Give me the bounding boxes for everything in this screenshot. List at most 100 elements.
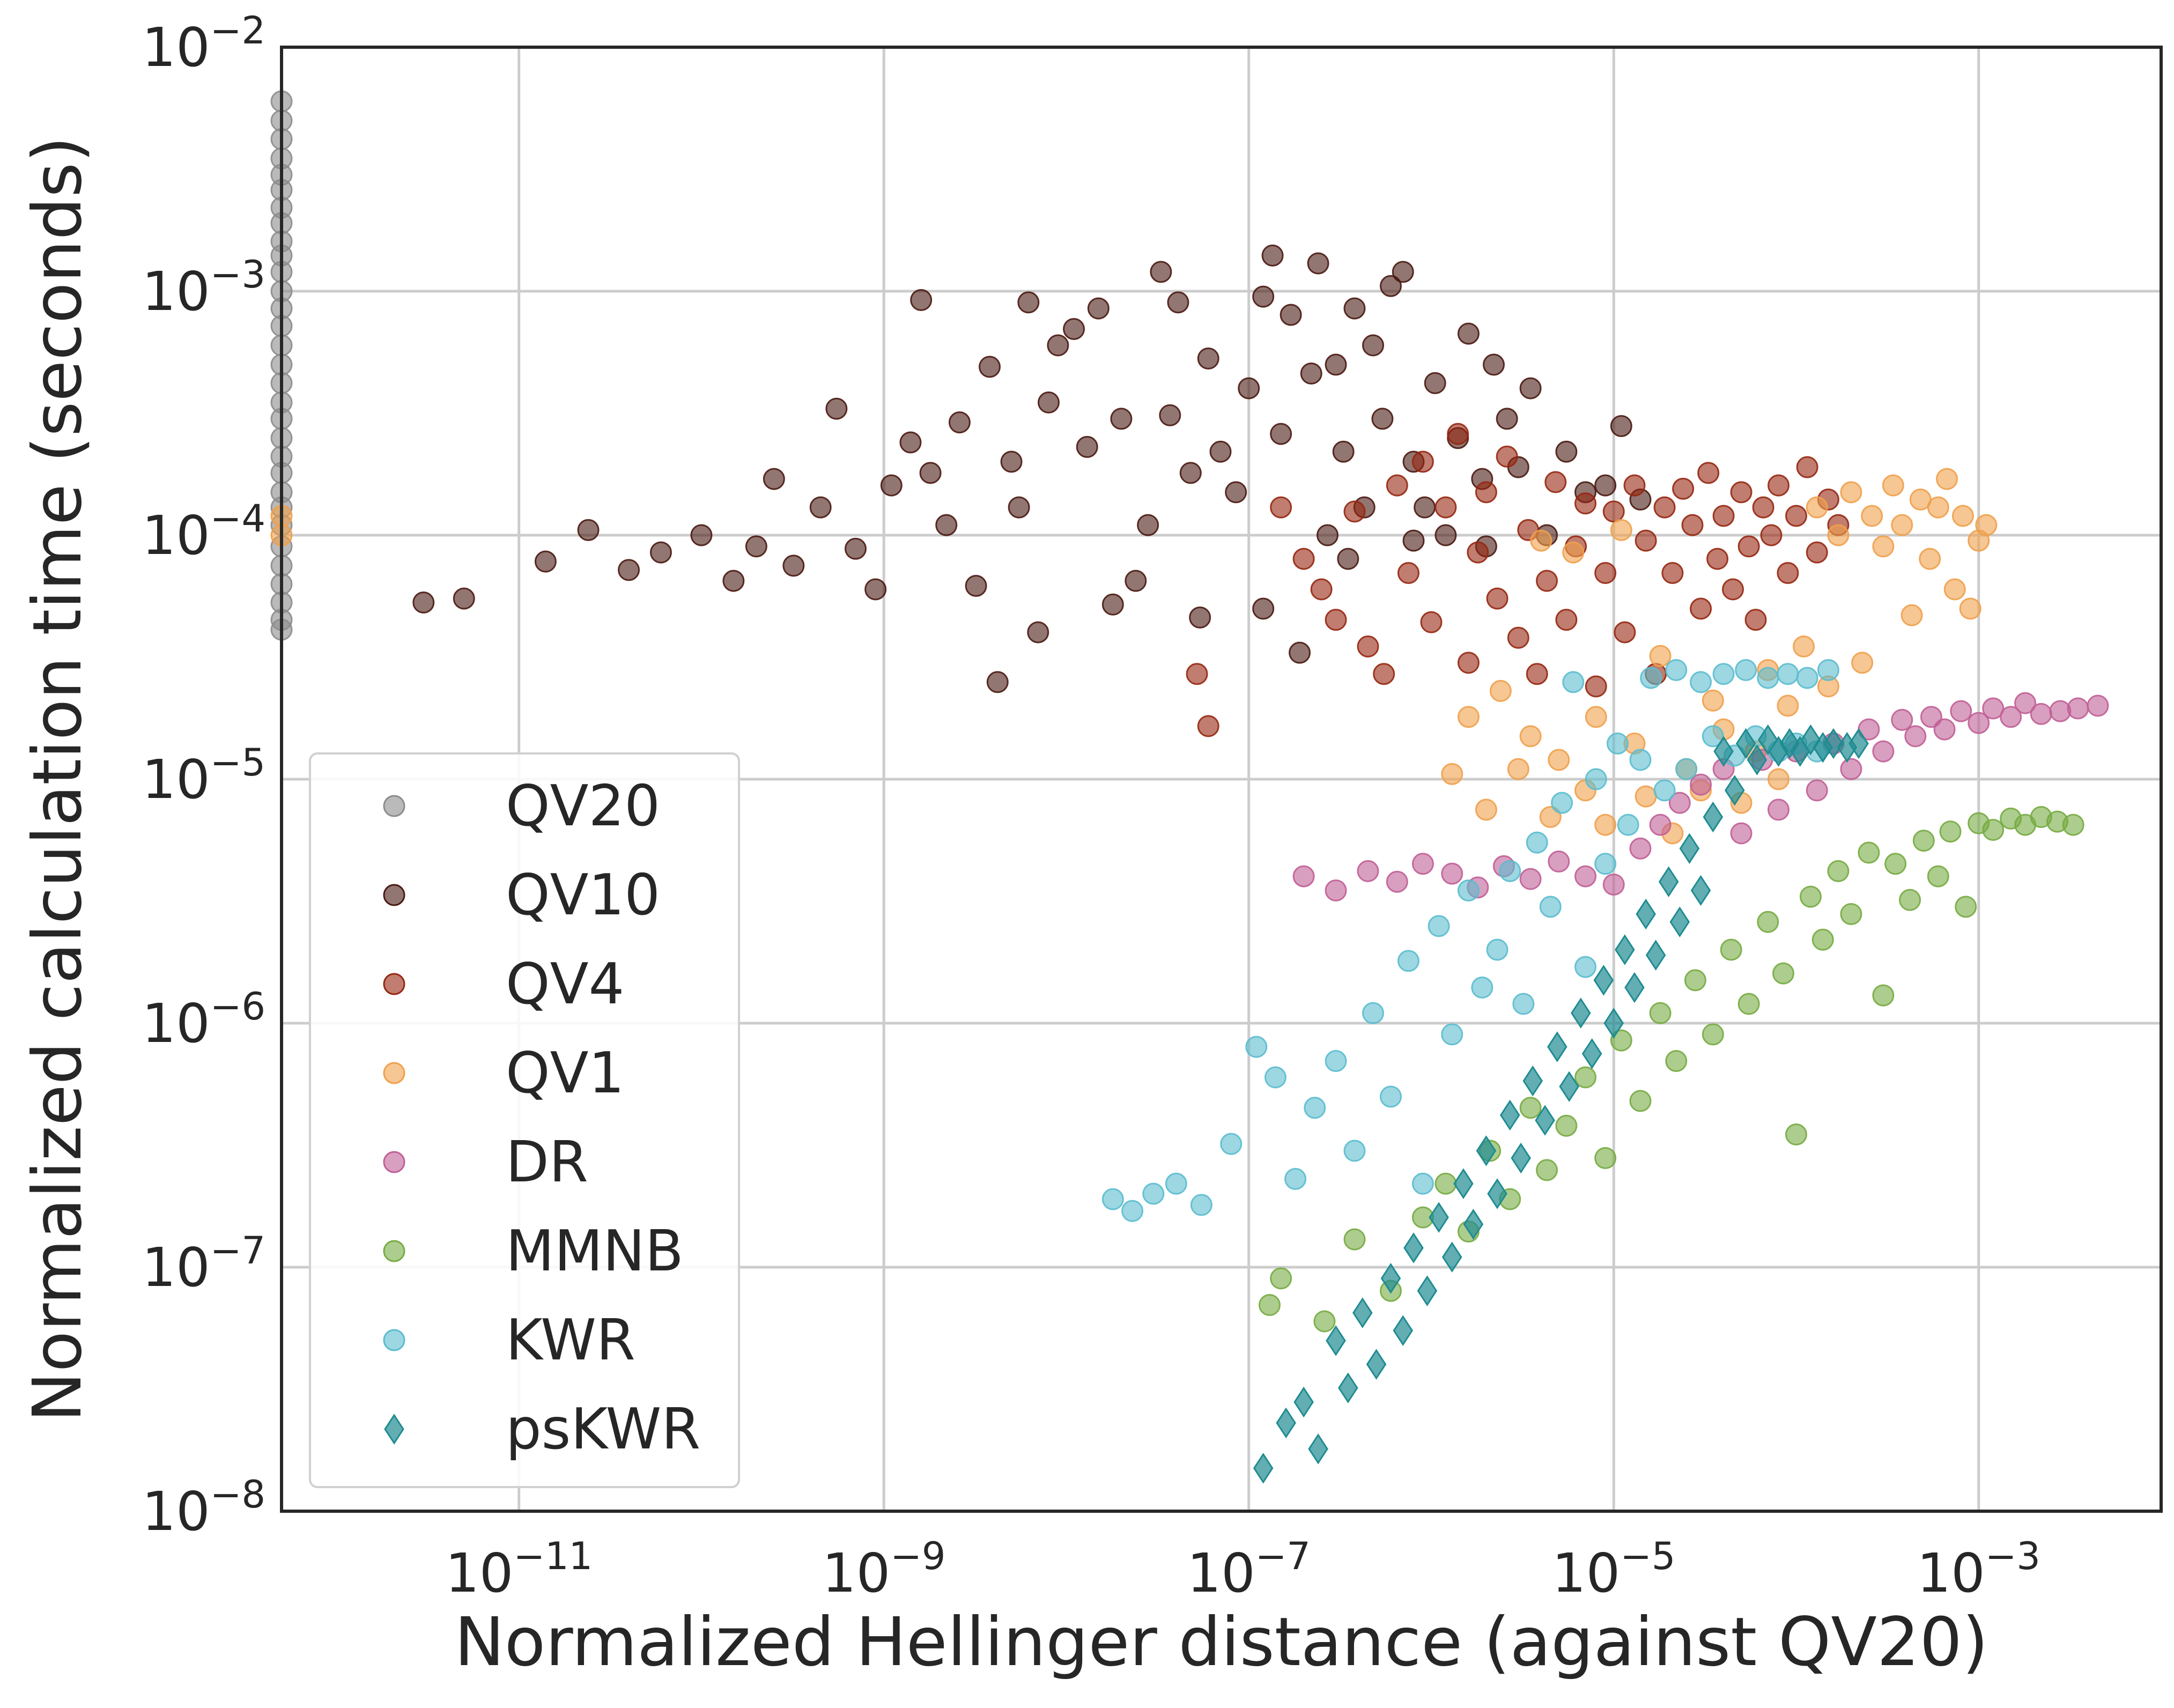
series-group (270, 90, 2109, 1484)
legend-label-qv20: QV20 (506, 773, 660, 839)
tick-labels: 10−11 10−9 10−7 10−5 10−3 10−8 10−7 10−6 10−5 10−… (142, 9, 2040, 1605)
point-qv4 (1672, 477, 1695, 500)
point-pskwr (1463, 1209, 1484, 1240)
point-dr (1629, 837, 1652, 860)
point-mmnb (1555, 1114, 1578, 1137)
point-kwr (1665, 659, 1688, 682)
point-qv10 (745, 535, 767, 558)
point-qv4 (1777, 561, 1799, 584)
point-kwr (1526, 831, 1548, 854)
point-qv1 (1649, 645, 1672, 667)
point-pskwr (1393, 1315, 1414, 1346)
point-qv1 (1943, 578, 1966, 601)
point-kwr (1777, 663, 1799, 685)
point-qv4 (1697, 462, 1720, 484)
point-qv4 (1690, 597, 1712, 620)
point-kwr (1574, 956, 1597, 978)
point-qv10 (1167, 291, 1189, 314)
point-dr (1840, 758, 1862, 780)
point-dr (1768, 798, 1790, 821)
legend-label-dr: DR (506, 1129, 588, 1195)
point-qv10 (1280, 304, 1302, 326)
point-qv1 (1777, 694, 1799, 717)
point-mmnb (1594, 1147, 1617, 1170)
point-qv10 (1000, 450, 1023, 473)
legend-marker-qv20 (383, 795, 405, 817)
point-qv10 (763, 468, 785, 490)
point-qv10 (809, 496, 832, 519)
point-pskwr (1487, 1178, 1507, 1209)
point-qv10 (1252, 597, 1275, 620)
point-kwr (1653, 779, 1676, 802)
point-qv1 (1530, 529, 1552, 552)
point-pskwr (1366, 1349, 1387, 1380)
point-qv10 (1047, 334, 1069, 357)
point-qv10 (1594, 474, 1617, 497)
point-qv1 (1507, 758, 1529, 780)
point-dr (1806, 779, 1828, 802)
axes-frame (280, 46, 2163, 1513)
point-kwr (1512, 993, 1535, 1015)
point-pskwr (1690, 875, 1711, 906)
legend-marker-pskwr (384, 1414, 404, 1445)
point-qv10 (1325, 353, 1347, 376)
point-dr (1891, 708, 1913, 731)
point-qv4 (1434, 496, 1457, 519)
point-mmnb (1665, 1049, 1688, 1072)
legend-marker-kwr (383, 1329, 405, 1351)
y-tick-label: 10−2 (142, 9, 265, 79)
legend-box (309, 752, 740, 1488)
legend: QV20 QV10 QV4 QV1 DR MMNB KWR psKWR (309, 752, 740, 1488)
point-mmnb (1840, 903, 1862, 926)
y-tick-label: 10−3 (142, 253, 265, 323)
y-axis-label: Normalized calculation time (seconds) (19, 136, 97, 1422)
point-qv4 (1806, 541, 1828, 564)
point-qv1 (1806, 496, 1828, 519)
point-kwr (1142, 1182, 1165, 1205)
point-kwr (1499, 860, 1521, 882)
point-pskwr (1403, 1232, 1424, 1263)
point-qv4 (1373, 663, 1395, 685)
legend-label-kwr: KWR (506, 1307, 635, 1373)
point-qv10 (1110, 408, 1133, 430)
point-kwr (1712, 663, 1735, 685)
point-qv1 (1951, 505, 1974, 527)
point-qv1 (1594, 814, 1617, 836)
point-qv10 (1076, 435, 1098, 458)
point-mmnb (1270, 1267, 1292, 1290)
point-dr (1982, 697, 2005, 720)
point-pskwr (1703, 801, 1724, 833)
point-mmnb (1827, 860, 1850, 882)
point-pskwr (1823, 728, 1844, 759)
point-qv10 (1371, 408, 1394, 430)
point-pskwr (1735, 728, 1756, 759)
point-qv4 (1730, 481, 1752, 504)
point-kwr (1735, 659, 1757, 682)
point-mmnb (1313, 1310, 1336, 1333)
point-dr (2014, 692, 2037, 714)
point-qv4 (1796, 456, 1818, 478)
point-qv10 (1150, 261, 1172, 283)
point-pskwr (1352, 1297, 1373, 1328)
x-tick-label: 10−9 (822, 1534, 945, 1605)
point-dr (2087, 694, 2109, 717)
point-qv10 (1343, 297, 1366, 320)
point-mmnb (1536, 1159, 1558, 1181)
point-mmnb (1629, 1090, 1652, 1112)
point-qv1 (1441, 763, 1463, 785)
point-pskwr (1547, 1031, 1567, 1062)
data-points (270, 90, 2109, 1484)
point-qv10 (948, 411, 971, 434)
point-dr (1920, 706, 1942, 728)
point-dr (1904, 725, 1927, 748)
y-tick-label: 10−8 (142, 1473, 265, 1543)
point-kwr (1165, 1172, 1187, 1195)
point-qv10 (412, 591, 435, 613)
point-pskwr (1615, 934, 1635, 965)
point-qv4 (1343, 500, 1366, 523)
point-qv4 (1712, 505, 1735, 527)
point-kwr (1702, 725, 1724, 748)
point-pskwr (1848, 728, 1869, 759)
